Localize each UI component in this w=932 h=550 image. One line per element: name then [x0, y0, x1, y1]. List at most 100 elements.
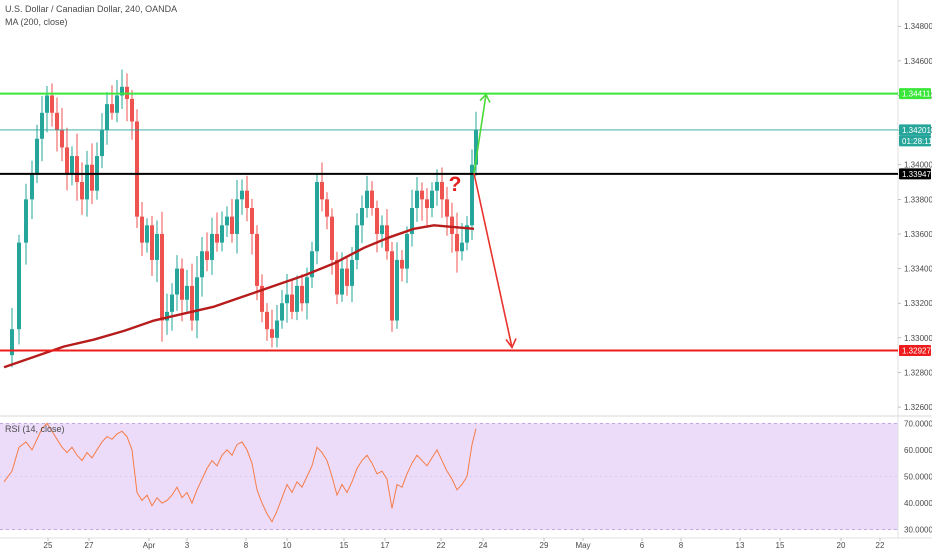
current-price-tag: 1.34201 — [902, 126, 931, 135]
bullish-arrow-head — [479, 93, 491, 103]
candle — [425, 188, 429, 228]
candle-body — [305, 277, 309, 304]
candle-body — [345, 268, 349, 286]
candle — [10, 307, 14, 368]
candle-body — [35, 138, 39, 174]
candle — [180, 258, 184, 322]
candle-body — [260, 285, 264, 312]
candle — [420, 182, 424, 221]
candle-body — [190, 285, 194, 321]
price-tick-label: 1.33800 — [904, 195, 932, 204]
candle — [230, 198, 234, 243]
candle-body — [17, 242, 21, 330]
price-tick-label: 1.33400 — [904, 265, 932, 274]
candle — [365, 175, 369, 218]
candle — [305, 267, 309, 320]
candle-body — [100, 130, 104, 157]
rsi-line — [3, 422, 477, 523]
candle-body — [175, 268, 179, 295]
support-price-tag: 1.32927 — [902, 346, 931, 355]
candle-body — [45, 95, 49, 113]
candle-body — [365, 190, 369, 208]
candle — [235, 180, 239, 254]
candle — [225, 206, 229, 237]
time-tick-label: 15 — [776, 541, 785, 550]
candle — [155, 220, 159, 283]
candle-body — [30, 173, 34, 200]
candle — [110, 85, 114, 120]
candle-body — [90, 164, 94, 191]
candle-body — [180, 268, 184, 300]
time-tick-label: 20 — [837, 541, 846, 550]
candle-body — [270, 329, 274, 338]
candle — [320, 162, 324, 212]
time-tick-label: 29 — [540, 541, 549, 550]
candle — [300, 274, 304, 312]
candle — [170, 283, 174, 331]
candle-body — [135, 121, 139, 217]
candle — [390, 241, 394, 332]
time-tick-label: Apr — [143, 541, 156, 550]
candle — [380, 215, 384, 248]
candle — [50, 83, 54, 127]
candle — [240, 179, 244, 215]
candle-body — [435, 182, 439, 191]
candle — [115, 79, 119, 123]
time-tick-label: 22 — [876, 541, 885, 550]
candle — [430, 182, 434, 218]
candle — [24, 183, 28, 265]
candle-body — [235, 199, 239, 234]
candle — [460, 222, 464, 261]
resistance-price-tag: 1.34411 — [902, 90, 931, 99]
candle-body — [445, 199, 449, 217]
candle-body — [155, 233, 159, 260]
candle — [265, 303, 269, 341]
candle — [55, 97, 59, 152]
price-tick-label: 1.33600 — [904, 230, 932, 239]
candle — [270, 309, 274, 348]
candle-body — [474, 130, 478, 165]
candle-body — [80, 182, 84, 200]
candle-body — [440, 182, 444, 200]
rsi-tick-label: 40.0000 — [904, 499, 932, 508]
candle — [295, 275, 299, 321]
candle — [355, 213, 359, 270]
candle-body — [170, 294, 174, 312]
candle-body — [185, 285, 189, 300]
rsi-tick-label: 50.0000 — [904, 473, 932, 482]
candle-body — [120, 86, 124, 96]
candle-body — [295, 285, 299, 312]
candle — [30, 160, 34, 220]
candle-body — [210, 233, 214, 260]
candle-body — [165, 311, 169, 321]
candle — [340, 252, 344, 302]
candle-body — [225, 216, 229, 226]
candle-body — [430, 190, 434, 208]
candle-body — [230, 216, 234, 234]
pivot-price-tag: 1.33947 — [902, 170, 931, 179]
candle-body — [315, 182, 319, 252]
candle — [345, 257, 349, 296]
candle — [465, 216, 469, 251]
candle — [280, 289, 284, 329]
candle-body — [400, 259, 404, 269]
rsi-band — [0, 423, 898, 530]
support-price-tag-bg — [899, 344, 931, 356]
price-tick-label: 1.33000 — [904, 334, 932, 343]
candle — [370, 181, 374, 216]
candle-body — [470, 164, 474, 226]
candle-body — [410, 208, 414, 234]
rsi-indicator-label: RSI (14, close) — [5, 424, 65, 434]
candle — [200, 237, 204, 297]
candle-body — [380, 225, 384, 234]
candle-body — [60, 130, 64, 148]
candle — [150, 215, 154, 276]
candle — [100, 113, 104, 169]
candle-body — [300, 285, 304, 304]
candle — [310, 241, 314, 288]
candle — [250, 198, 254, 255]
candle-body — [240, 190, 244, 200]
pivot-price-tag-bg — [899, 168, 931, 180]
candle-body — [115, 95, 119, 113]
